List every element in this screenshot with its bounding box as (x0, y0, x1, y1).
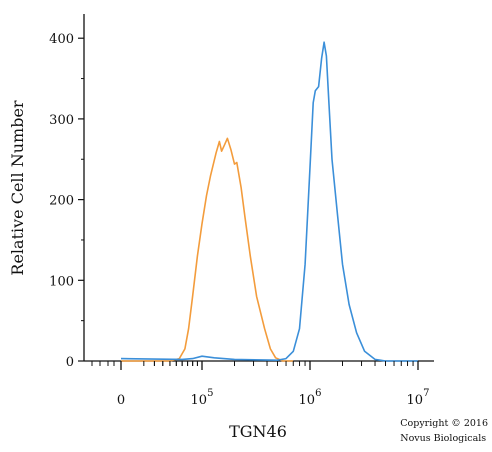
series-line-1 (121, 137, 294, 362)
ticks-layer (78, 37, 419, 370)
x-axis-title: TGN46 (229, 422, 287, 441)
series-line-2 (120, 41, 418, 362)
y-tick-label-300: 300 (49, 113, 74, 128)
copyright-line-1: Copyright © 2016 (400, 418, 488, 429)
x-tick-label-1: 105 (191, 388, 214, 408)
copyright-line-2: Novus Biologicals (400, 433, 487, 444)
x-tick-label-0: 0 (117, 393, 125, 408)
y-tick-label-200: 200 (49, 194, 74, 209)
copyright-notice: Copyright © 2016 Novus Biologicals (400, 416, 488, 446)
y-tick-label-100: 100 (49, 274, 74, 289)
x-tick-label-2: 106 (299, 388, 322, 408)
labels-layer: 0 100 200 300 400 0 105 106 107 (49, 32, 429, 408)
x-tick-label-3: 107 (407, 388, 430, 408)
y-tick-label-0: 0 (66, 355, 74, 370)
y-axis-title: Relative Cell Number (8, 100, 27, 276)
series-layer (120, 41, 418, 362)
y-tick-label-400: 400 (49, 32, 74, 47)
